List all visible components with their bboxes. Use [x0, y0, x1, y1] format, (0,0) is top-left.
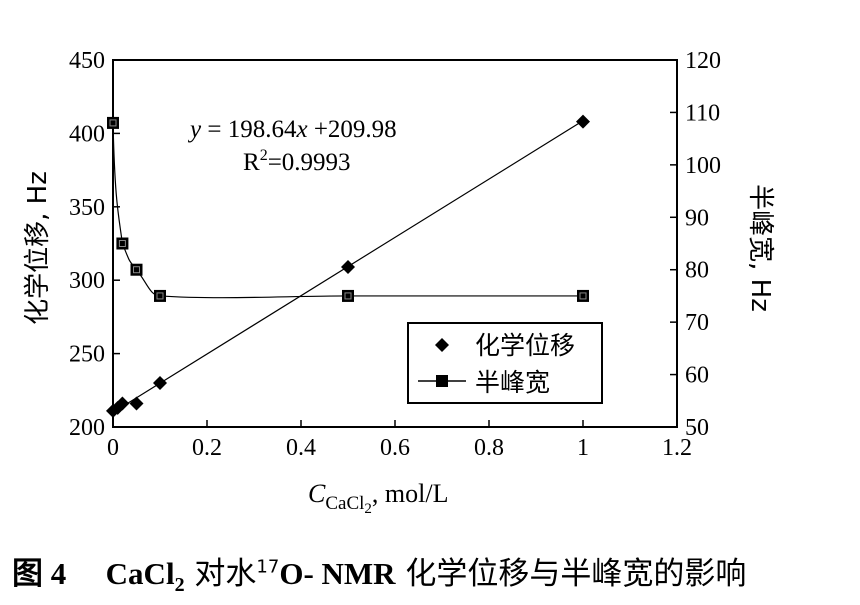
legend-label-width: 半峰宽	[475, 368, 550, 397]
x-title-sub: CaCl	[325, 493, 364, 514]
shift-point	[341, 259, 355, 274]
width-point-inner	[156, 292, 164, 300]
chart: 0 0.2 0.4 0.6 0.8 1 1.2 200 250 300 350 400 450 50 60 7…	[23, 48, 775, 517]
eq-y: y	[187, 116, 202, 143]
x-tick-label: 0.2	[192, 435, 222, 461]
y-right-tick-label: 120	[685, 48, 721, 74]
caption-text1: 对水	[184, 556, 257, 592]
caption-formula: CaCl2	[105, 556, 185, 597]
y-right-tick-label: 90	[685, 205, 709, 231]
y-left-tick-label: 250	[69, 342, 105, 368]
x-tick-label: 1.2	[662, 435, 692, 461]
caption-text3: 化学位移与半峰宽的影响	[395, 556, 747, 592]
x-tick-label: 0.4	[286, 435, 316, 461]
eq-mid: = 198.64	[201, 116, 297, 143]
shift-point	[153, 375, 167, 390]
x-tick-label: 1	[577, 435, 589, 461]
y-right-tick-label: 100	[685, 153, 721, 179]
markers	[106, 114, 590, 418]
width-point	[116, 237, 129, 250]
x-tick-label: 0	[107, 435, 119, 461]
r2-prefix: R	[243, 149, 260, 176]
fit-equation: y = 198.64x +209.98	[187, 116, 397, 143]
y-left-tick-label: 300	[69, 268, 105, 294]
y-right-tick-label: 50	[685, 415, 709, 441]
width-point	[130, 263, 143, 276]
y-right-tick-label: 70	[685, 310, 709, 336]
shift-point	[129, 396, 144, 411]
r-squared: R2=0.9993	[243, 147, 351, 176]
y-right-tick-label: 110	[685, 100, 720, 126]
y-right-tick-label: 80	[685, 258, 709, 284]
shift-point	[115, 396, 130, 411]
width-point	[107, 116, 119, 129]
y-right-title: 半峰宽, Hz	[745, 184, 775, 312]
width-point	[342, 289, 354, 302]
x-tick-label: 0.8	[474, 435, 504, 461]
width-point-inner	[109, 119, 117, 127]
x-tick-label: 0.6	[380, 435, 410, 461]
legend: 化学位移 半峰宽	[407, 322, 603, 404]
figure-caption: 图 4 CaCl2 对水17O- NMR 化学位移与半峰宽的影响	[12, 548, 746, 597]
width-point	[154, 289, 166, 302]
r2-suffix: =0.9993	[268, 149, 351, 176]
x-title-main: C	[308, 479, 326, 508]
y-left-tick-label: 200	[69, 415, 105, 441]
eq-x: x	[295, 116, 307, 143]
y-left-tick-label: 350	[69, 195, 105, 221]
legend-square-icon	[436, 375, 448, 387]
width-point	[577, 289, 589, 302]
caption-sup: 17	[256, 556, 280, 578]
width-point-inner	[579, 292, 587, 300]
width-point-inner	[118, 240, 126, 247]
caption-text2: O- NMR	[279, 556, 396, 591]
width-point-inner	[133, 266, 140, 274]
legend-diamond-icon	[435, 338, 449, 352]
x-title: CCaCl2, mol/L	[308, 479, 448, 517]
y-left-tick-label: 450	[69, 48, 105, 74]
x-title-unit: , mol/L	[372, 479, 449, 508]
r2-sup: 2	[260, 147, 268, 164]
shift-point	[576, 114, 590, 129]
legend-label-shift: 化学位移	[475, 331, 575, 360]
ticks: 0 0.2 0.4 0.6 0.8 1 1.2 200 250 300 350 400 450 50 60 7…	[69, 48, 721, 461]
width-point-inner	[344, 292, 352, 300]
y-left-title: 化学位移, Hz	[23, 171, 53, 325]
y-left-tick-label: 400	[69, 121, 105, 147]
legend-box	[407, 322, 603, 404]
caption-fig: 图 4	[12, 556, 67, 591]
y-right-tick-label: 60	[685, 363, 709, 389]
eq-suffix: +209.98	[308, 116, 397, 143]
x-title-sub2: 2	[364, 501, 372, 517]
